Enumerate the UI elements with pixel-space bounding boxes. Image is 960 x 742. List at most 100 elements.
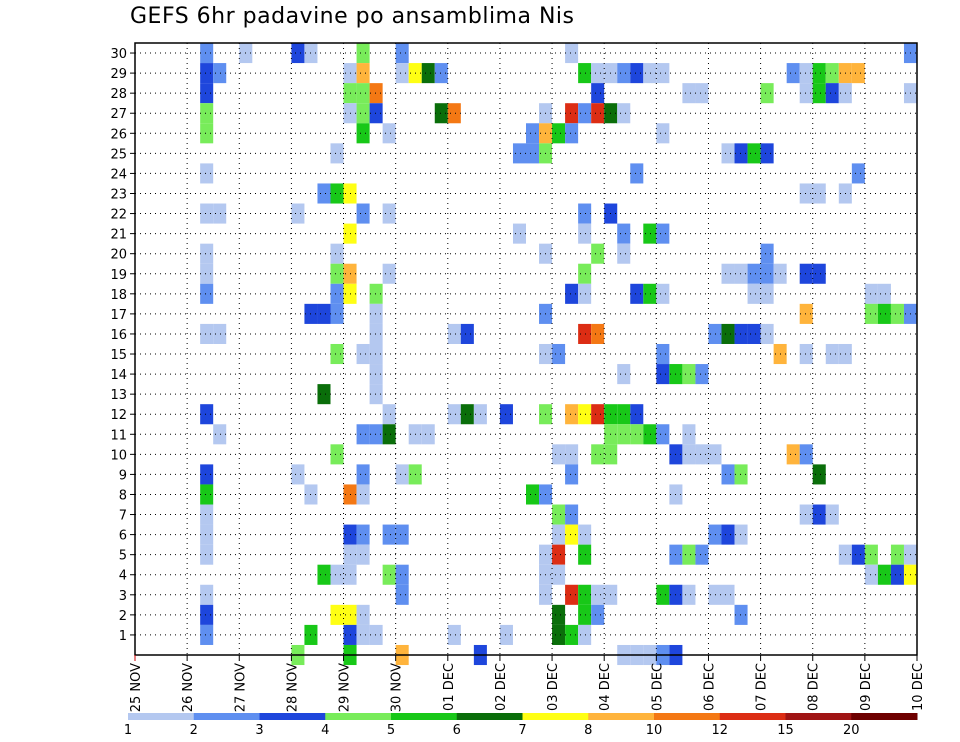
heatmap-cell <box>656 223 670 244</box>
heatmap-cell <box>565 404 579 425</box>
heatmap-cell <box>734 524 748 545</box>
heatmap-cell <box>213 323 227 344</box>
heatmap-cell <box>200 504 214 525</box>
y-tick-label: 4 <box>119 569 127 584</box>
heatmap-cell <box>812 63 826 84</box>
heatmap-cell <box>617 103 631 124</box>
colorbar-label: 15 <box>777 723 794 738</box>
heatmap-cell <box>200 544 214 565</box>
heatmap-cell <box>200 203 214 224</box>
heatmap-cell <box>825 343 839 365</box>
heatmap-cell <box>200 624 214 645</box>
x-tick-label: 27 NOV <box>233 663 248 712</box>
heatmap-cell <box>864 303 878 324</box>
heatmap-cell <box>552 604 566 625</box>
heatmap-cell <box>395 564 409 585</box>
x-tick-label: 05 DEC <box>650 663 665 711</box>
cells-layer <box>200 43 917 666</box>
heatmap-cell <box>591 323 605 344</box>
heatmap-cell <box>656 364 670 385</box>
heatmap-cell <box>630 283 644 304</box>
heatmap-cell <box>330 604 344 625</box>
heatmap-cell <box>643 283 657 304</box>
plot-frame <box>134 42 918 656</box>
heatmap-cell <box>565 43 579 64</box>
heatmap-cell <box>356 424 370 445</box>
heatmap-cell <box>356 484 370 505</box>
y-tick-label: 12 <box>110 408 127 423</box>
heatmap-cell <box>356 123 370 144</box>
heatmap-cell <box>369 83 383 104</box>
heatmap-cell <box>591 103 605 124</box>
heatmap-cell <box>200 123 214 144</box>
heatmap-cell <box>591 584 605 605</box>
heatmap-cell <box>447 404 461 425</box>
heatmap-cell <box>643 424 657 445</box>
colorbar-swatch <box>193 713 260 720</box>
heatmap-cell <box>330 564 344 585</box>
heatmap-cell <box>734 604 748 625</box>
heatmap-cell <box>213 203 227 224</box>
heatmap-cell <box>356 524 370 545</box>
heatmap-cell <box>578 404 592 425</box>
heatmap-cell <box>565 103 579 124</box>
y-tick-label: 13 <box>110 388 127 403</box>
heatmap-cell <box>200 283 214 304</box>
x-tick-label: 30 NOV <box>390 663 405 712</box>
heatmap-cell <box>747 143 761 164</box>
heatmap-cell <box>565 464 579 485</box>
heatmap-cell <box>578 263 592 284</box>
heatmap-cell <box>682 584 696 605</box>
heatmap-cell <box>760 283 774 304</box>
heatmap-cell <box>799 303 813 324</box>
heatmap-cell <box>382 263 396 284</box>
heatmap-cell <box>552 444 566 465</box>
heatmap-cell <box>734 323 748 344</box>
heatmap-cell <box>382 404 396 425</box>
heatmap-cell <box>708 524 722 545</box>
heatmap-cell <box>851 63 865 84</box>
heatmap-cell <box>356 103 370 124</box>
heatmap-cell <box>356 343 370 365</box>
heatmap-cell <box>330 283 344 304</box>
heatmap-cell <box>630 163 644 184</box>
heatmap-cell <box>656 123 670 144</box>
colorbar-swatch <box>259 713 326 720</box>
heatmap-cell <box>864 544 878 565</box>
colorbar-label: 12 <box>711 723 728 738</box>
heatmap-cell <box>786 63 800 84</box>
heatmap-cell <box>799 83 813 104</box>
heatmap-cell <box>317 303 331 324</box>
heatmap-cell <box>682 544 696 565</box>
heatmap-cell <box>369 624 383 645</box>
heatmap-cell <box>447 323 461 344</box>
y-tick-label: 29 <box>110 67 127 82</box>
heatmap-cell <box>656 343 670 365</box>
heatmap-cell <box>447 624 461 645</box>
heatmap-cell <box>382 123 396 144</box>
heatmap-cell <box>812 83 826 104</box>
heatmap-cell <box>578 103 592 124</box>
heatmap-cell <box>421 424 435 445</box>
heatmap-cell <box>760 143 774 164</box>
colorbar-label: 8 <box>584 723 592 738</box>
heatmap-cell <box>643 63 657 84</box>
colorbar-label: 10 <box>646 723 663 738</box>
heatmap-cell <box>356 203 370 224</box>
heatmap-cell <box>760 83 774 104</box>
heatmap-cell <box>552 123 566 144</box>
heatmap-cell <box>760 263 774 284</box>
heatmap-cell <box>317 384 331 405</box>
x-tick-label: 09 DEC <box>859 663 874 711</box>
heatmap-cell <box>708 444 722 465</box>
heatmap-cell <box>591 604 605 625</box>
heatmap-cell <box>695 444 709 465</box>
heatmap-cell <box>395 63 409 84</box>
heatmap-cell <box>200 43 214 64</box>
y-tick-label: 22 <box>110 208 127 223</box>
heatmap-cell <box>565 524 579 545</box>
heatmap-cell <box>578 203 592 224</box>
colorbar-label: 1 <box>124 723 132 738</box>
colorbar-label: 6 <box>453 723 461 738</box>
